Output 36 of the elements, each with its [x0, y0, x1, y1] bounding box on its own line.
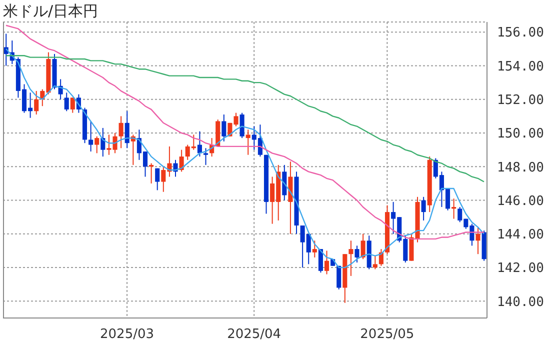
candlestick — [34, 90, 39, 115]
candlestick — [354, 245, 360, 263]
y-tick-label: 142.00 — [497, 261, 544, 276]
y-tick-label: 154.00 — [497, 59, 544, 74]
chart-title: 米ドル/日本円 — [3, 2, 98, 21]
candlestick — [88, 120, 94, 152]
y-tick-label: 152.00 — [497, 92, 544, 108]
candlestick — [421, 196, 426, 221]
y-tick-label: 146.00 — [497, 194, 544, 209]
y-tick-label: 150.00 — [497, 126, 544, 142]
candlestick — [118, 116, 124, 149]
candlestick — [282, 164, 287, 201]
y-tick-label: 144.00 — [497, 228, 544, 243]
candlestick — [240, 112, 244, 139]
x-tick-label: 2025/03 — [100, 327, 154, 342]
candlestick — [203, 148, 208, 166]
candlestick — [94, 136, 100, 154]
candlestick — [348, 240, 354, 276]
x-tick-label: 2025/04 — [227, 327, 282, 342]
candlestick — [64, 92, 69, 112]
x-tick-label: 2025/05 — [360, 327, 414, 342]
candlestick — [155, 168, 160, 191]
candlestick — [312, 240, 317, 258]
candlestick — [222, 114, 226, 142]
candlestick — [124, 110, 130, 149]
y-tick-label: 156.00 — [497, 26, 544, 41]
candlestick — [100, 127, 106, 158]
candlestick — [372, 255, 378, 270]
candlestick — [476, 226, 480, 255]
candlestick — [173, 159, 178, 178]
y-tick-label: 148.00 — [497, 160, 544, 176]
candlestick — [246, 129, 250, 156]
candlestick — [70, 97, 75, 114]
y-tick-label: 140.00 — [497, 294, 544, 310]
candlestick — [324, 250, 330, 275]
candlestick — [360, 233, 366, 260]
